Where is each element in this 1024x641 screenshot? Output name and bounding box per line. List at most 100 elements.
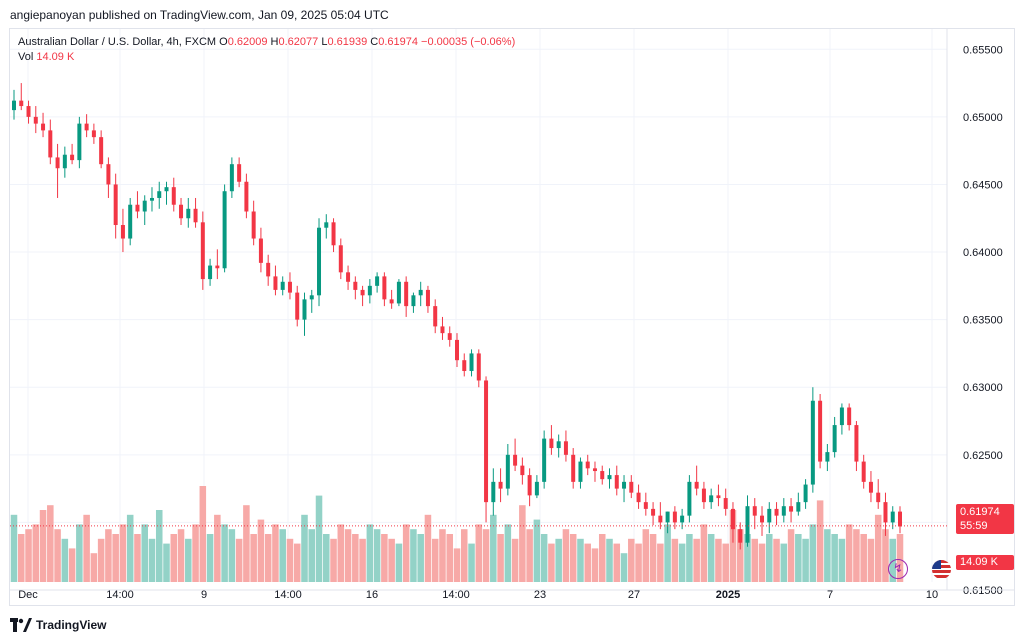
- volume-bar: [272, 524, 279, 582]
- volume-bar: [736, 529, 744, 582]
- candle-body: [614, 475, 619, 489]
- candle-body: [208, 265, 213, 280]
- volume-bar: [410, 529, 417, 582]
- candle-body: [142, 200, 147, 212]
- candle-body: [585, 461, 590, 469]
- candle-body: [41, 123, 46, 131]
- published-text: angiepanoyan published on TradingView.co…: [10, 8, 389, 22]
- volume-bar: [25, 529, 32, 582]
- volume-bar: [671, 538, 679, 582]
- volume-bar: [845, 524, 853, 582]
- volume-bar: [10, 514, 18, 582]
- candle-body: [251, 211, 256, 239]
- candle-body: [382, 276, 387, 300]
- volume-bar: [228, 529, 236, 582]
- volume-bar: [584, 543, 591, 582]
- low-label: L: [321, 36, 328, 48]
- volume-bar: [119, 524, 127, 582]
- candle-body: [48, 130, 53, 158]
- volume-bar: [279, 529, 286, 582]
- candle-body: [701, 488, 706, 503]
- volume-bar: [388, 538, 395, 582]
- volume-bar: [686, 534, 693, 582]
- candle-body: [200, 222, 205, 280]
- volume-bar: [896, 534, 904, 582]
- volume-bar: [664, 524, 671, 582]
- candle-body: [367, 285, 372, 296]
- volume-bar: [606, 538, 613, 582]
- volume-bar: [83, 514, 90, 582]
- high-value: 0.62077: [278, 36, 319, 48]
- candle-body: [825, 452, 830, 462]
- candle-body: [338, 245, 343, 273]
- candle-body: [832, 425, 837, 453]
- open-value: 0.62009: [227, 36, 268, 48]
- volume-bar: [577, 538, 584, 582]
- candle-body: [164, 187, 169, 192]
- candle-body: [476, 353, 481, 381]
- candle-body: [215, 265, 220, 269]
- candle-body: [171, 187, 176, 205]
- symbol-label[interactable]: Australian Dollar / U.S. Dollar, 4h, FXC…: [18, 36, 217, 48]
- volume-bar: [766, 534, 773, 582]
- volume-bar: [562, 529, 570, 582]
- candle-body: [730, 508, 735, 530]
- candle-body: [513, 454, 518, 466]
- volume-row: Vol 14.09 K: [18, 50, 515, 65]
- x-tick-label: 14:00: [274, 589, 302, 601]
- candle-body: [99, 137, 104, 165]
- publish-header: angiepanoyan published on TradingView.co…: [0, 0, 1024, 28]
- volume-bar: [526, 529, 533, 582]
- change-value: −0.00035 (−0.06%): [421, 36, 516, 48]
- volume-bar: [112, 534, 119, 582]
- candle-body: [534, 481, 539, 496]
- candle-body: [157, 191, 162, 198]
- candle-body: [651, 508, 656, 516]
- volume-bar: [293, 543, 301, 582]
- volume-bar: [569, 534, 577, 582]
- tradingview-footer[interactable]: TradingView: [10, 615, 106, 635]
- candle-body: [317, 227, 322, 296]
- candle-body: [818, 400, 823, 462]
- candle-body: [658, 515, 663, 523]
- volume-bar: [308, 529, 316, 582]
- candle-body: [135, 204, 140, 212]
- lightning-icon[interactable]: ↯: [888, 559, 908, 579]
- volume-bar: [460, 529, 468, 582]
- volume-bar: [620, 553, 628, 582]
- x-tick-label: Dec: [18, 589, 38, 601]
- volume-bar: [482, 529, 490, 582]
- candle-body: [622, 481, 627, 489]
- volume-bar: [381, 534, 388, 582]
- volume-bar: [192, 524, 199, 582]
- x-tick-label: 27: [628, 589, 640, 601]
- volume-bar: [431, 538, 439, 582]
- volume-bar: [497, 534, 504, 582]
- volume-bar: [177, 529, 185, 582]
- candle-body: [636, 492, 641, 503]
- us-flag-icon[interactable]: [932, 560, 951, 579]
- y-tick-label: 0.64000: [963, 247, 1003, 259]
- candle-body: [455, 339, 459, 361]
- volume-bar: [468, 543, 475, 582]
- volume-bar: [533, 519, 541, 582]
- candle-body: [803, 484, 808, 503]
- volume-bar: [323, 534, 330, 582]
- volume-bar: [155, 510, 163, 582]
- volume-bar: [700, 524, 708, 582]
- volume-bar: [758, 543, 766, 582]
- candle-body: [527, 475, 532, 496]
- candle-body: [19, 100, 24, 107]
- volume-bar: [141, 524, 148, 582]
- x-tick-label: 9: [201, 589, 207, 601]
- candle-body: [375, 276, 380, 286]
- volume-bar: [366, 524, 374, 582]
- candle-body: [324, 222, 329, 228]
- chart-frame[interactable]: [9, 28, 1015, 606]
- candle-body: [520, 465, 525, 476]
- volume-bar: [802, 538, 809, 582]
- last-price-badge: 0.61974 55:59: [956, 504, 1014, 534]
- volume-bar: [613, 543, 621, 582]
- footer-brand: TradingView: [36, 618, 107, 632]
